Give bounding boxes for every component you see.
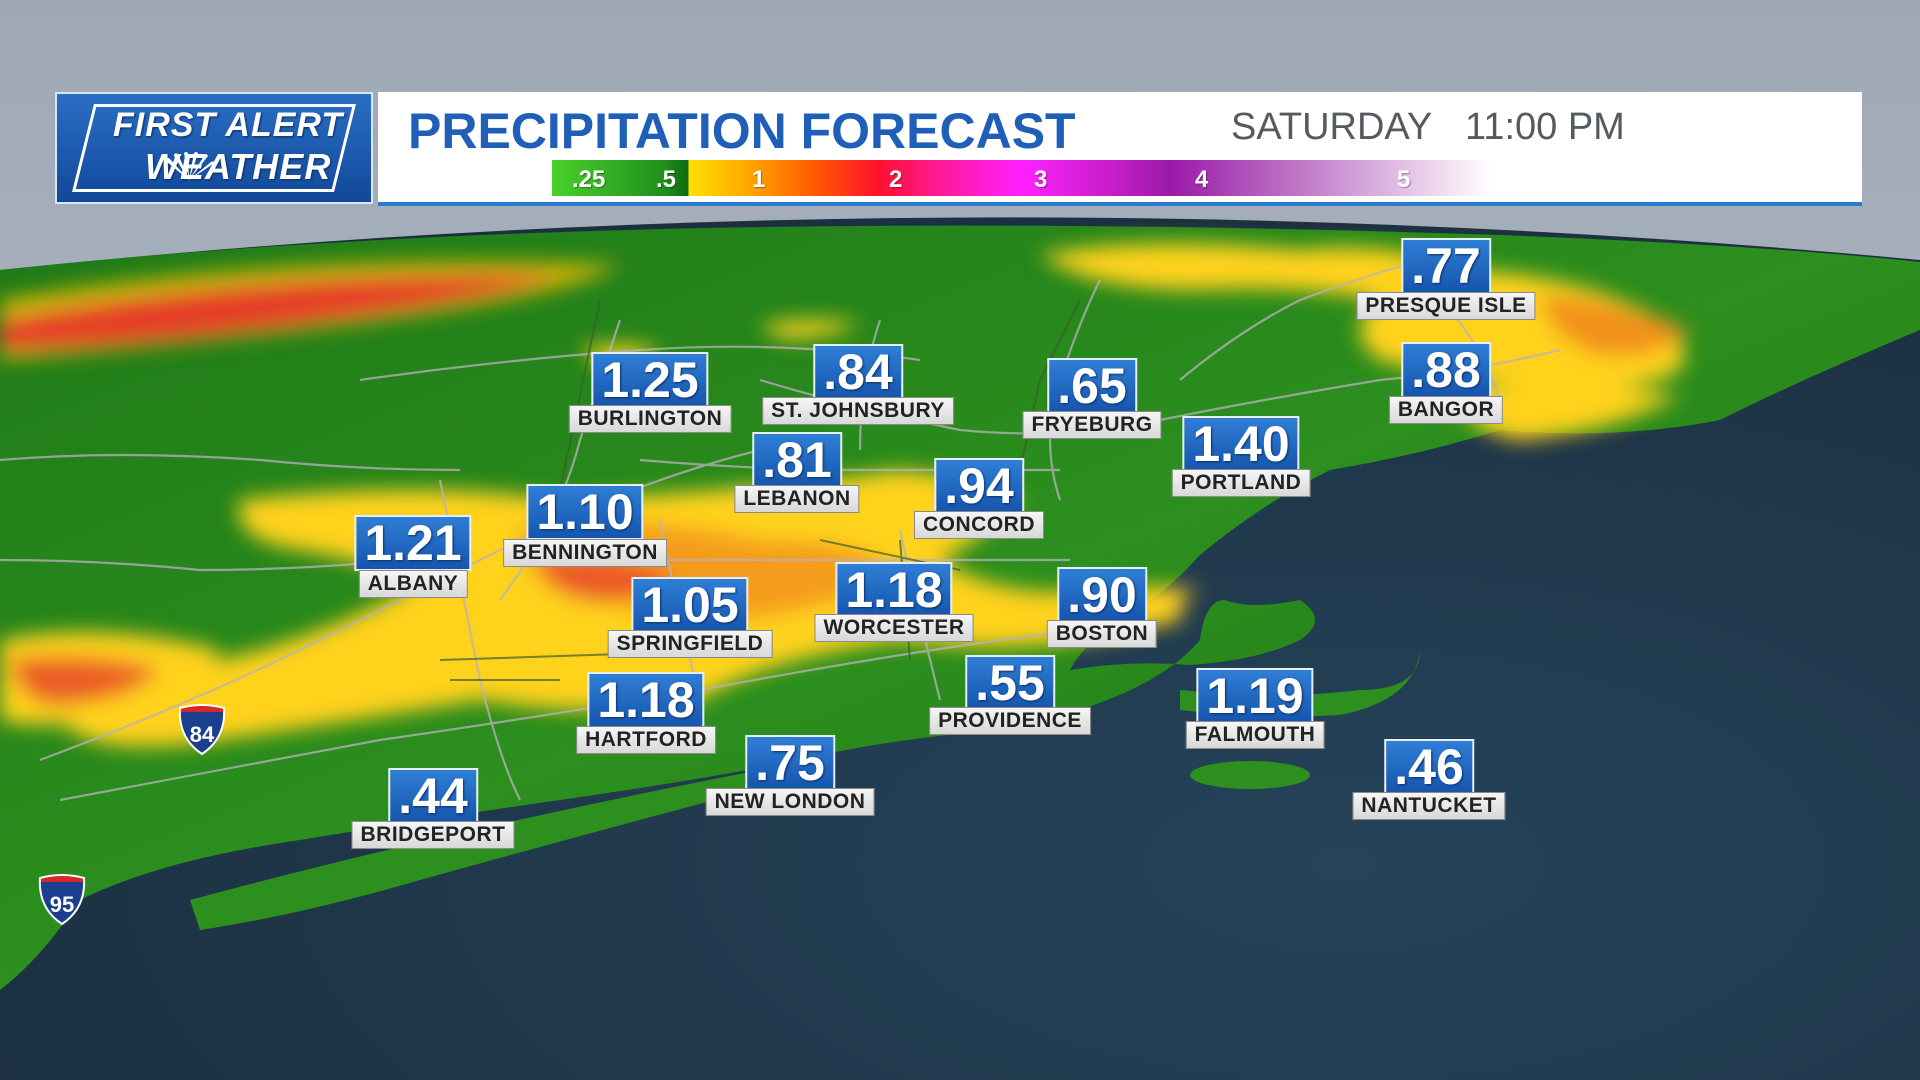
precip-value: .75	[745, 735, 835, 791]
precip-value: 1.25	[591, 352, 709, 408]
peacock-icon	[166, 152, 214, 180]
precip-value: .88	[1401, 342, 1491, 398]
precip-value: .90	[1057, 567, 1147, 623]
city-label: LEBANON	[734, 485, 860, 513]
precip-value: .44	[388, 768, 478, 824]
city-label: ST. JOHNSBURY	[762, 397, 954, 425]
precip-value: .84	[813, 344, 903, 400]
city-label: FALMOUTH	[1185, 721, 1325, 749]
page-title: PRECIPITATION FORECAST	[408, 103, 1076, 159]
interstate-95-shield: 95	[36, 872, 88, 926]
forecast-time: 11:00 PM	[1465, 106, 1625, 148]
precip-value: 1.40	[1182, 416, 1300, 472]
city-label: CONCORD	[914, 511, 1044, 539]
city-label: SPRINGFIELD	[607, 630, 773, 658]
city-label: WORCESTER	[814, 614, 974, 642]
precip-value: .81	[752, 432, 842, 488]
city-label: BOSTON	[1046, 620, 1158, 648]
long-island	[190, 768, 792, 930]
city-label: BENNINGTON	[503, 539, 667, 567]
scale-label: .5	[656, 166, 677, 193]
precip-value: .46	[1384, 739, 1474, 795]
precip-value: 1.18	[835, 562, 953, 618]
precip-value: .55	[965, 655, 1055, 711]
precip-color-scale: .25 .5 1 2 3 4 5	[552, 160, 1490, 196]
precip-value: .65	[1047, 358, 1137, 414]
scale-label: 1	[752, 166, 766, 193]
first-alert-weather-logo: FIRST ALERT WEATHER	[55, 92, 373, 204]
city-label: BRIDGEPORT	[351, 821, 515, 849]
city-label: PROVIDENCE	[929, 707, 1091, 735]
city-label: BANGOR	[1388, 396, 1504, 424]
highway-number: 95	[49, 892, 75, 917]
city-label: NANTUCKET	[1352, 792, 1506, 820]
city-label: HARTFORD	[576, 726, 716, 754]
precip-value: 1.05	[631, 577, 749, 633]
city-label: FRYEBURG	[1022, 411, 1162, 439]
precip-value: 1.21	[354, 515, 472, 571]
precip-value: .77	[1401, 238, 1491, 294]
scale-label: .25	[572, 166, 606, 193]
scale-label: 4	[1195, 166, 1209, 193]
city-label: NEW LONDON	[705, 788, 875, 816]
scale-label: 5	[1397, 166, 1411, 193]
scale-label: 2	[889, 166, 903, 193]
highway-number: 84	[189, 722, 215, 747]
interstate-84-shield: 84	[176, 702, 228, 756]
precip-value: 1.19	[1196, 668, 1314, 724]
precip-value: 1.18	[587, 672, 705, 728]
interstate-shield-icon	[178, 704, 226, 756]
logo-line-1: FIRST ALERT	[113, 106, 344, 144]
city-label: PORTLAND	[1171, 469, 1311, 497]
precip-swaths	[0, 243, 1690, 747]
interstate-shield-icon	[38, 874, 86, 926]
forecast-day: SATURDAY	[1231, 106, 1433, 148]
precip-value: .94	[934, 458, 1024, 514]
scale-label: 3	[1034, 166, 1048, 193]
precip-value: 1.10	[526, 484, 644, 540]
city-label: PRESQUE ISLE	[1356, 292, 1536, 320]
city-label: BURLINGTON	[568, 405, 732, 433]
city-label: ALBANY	[358, 570, 468, 598]
marthas-vineyard	[1190, 761, 1310, 789]
header-bar: PRECIPITATION FORECAST SATURDAY 11:00 PM…	[378, 92, 1862, 206]
